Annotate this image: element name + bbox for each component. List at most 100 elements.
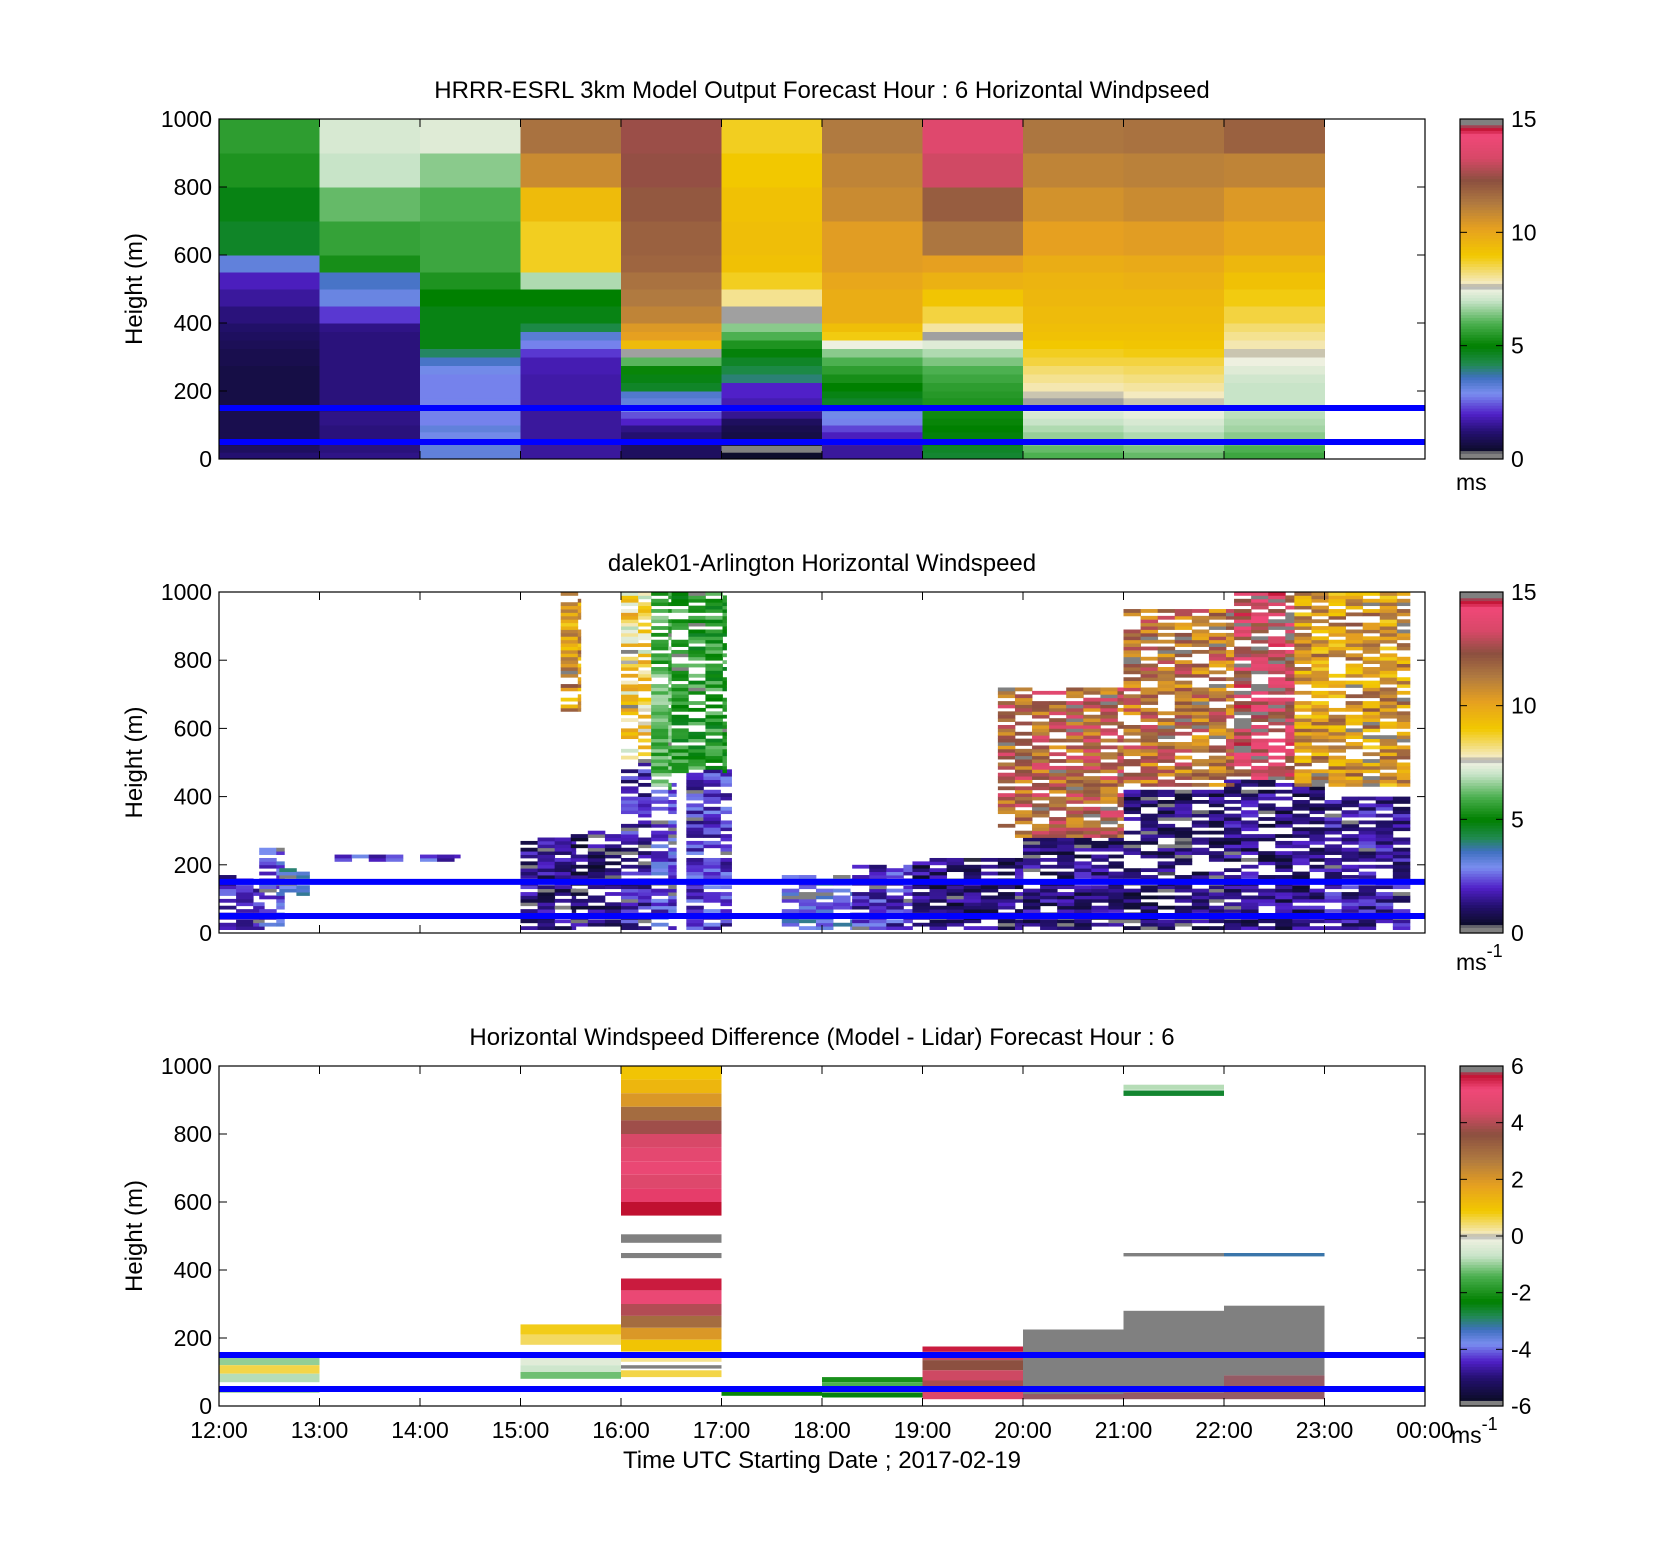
lidar-cell [537, 922, 556, 927]
lidar-cell [1292, 786, 1310, 791]
lidar-cell [1040, 844, 1058, 849]
lidar-cell [1251, 724, 1269, 729]
lidar-cell [1285, 728, 1295, 733]
lidar-cell [1117, 697, 1124, 702]
lidar-profile-8 [651, 782, 677, 930]
lidar-profile-24 [1294, 592, 1411, 787]
heatmap-cell [520, 357, 622, 366]
lidar-cell [651, 697, 669, 702]
lidar-cell [1091, 898, 1109, 903]
colorbar-segment [1460, 1156, 1503, 1161]
lidar-cell [1328, 714, 1347, 719]
lidar-cell [1224, 837, 1242, 842]
lidar-cell [1309, 857, 1325, 862]
y-tick-label: 400 [174, 1257, 212, 1283]
lidar-cell [638, 660, 652, 665]
lidar-cell [1375, 902, 1394, 907]
colorbar-segment [1460, 1309, 1503, 1314]
colorbar-segment [1460, 442, 1503, 446]
lidar-cell [1258, 919, 1276, 924]
heatmap-cell [1023, 382, 1124, 392]
lidar-cell [720, 909, 732, 913]
lidar-cell [1057, 922, 1075, 927]
lidar-cell [651, 639, 669, 644]
heatmap-cell [822, 357, 923, 366]
heatmap-cell [721, 119, 823, 154]
lidar-cell [236, 892, 254, 896]
lidar-cell [1358, 810, 1377, 815]
lidar-cell [1066, 728, 1084, 733]
lidar-cell [1174, 622, 1193, 627]
colorbar-segment [1460, 1182, 1503, 1186]
lidar-cell [1224, 834, 1242, 838]
lidar-cell [1140, 656, 1159, 661]
lidar-cell [1191, 840, 1210, 845]
lidar-cell [1285, 649, 1295, 654]
model-column-9 [1023, 119, 1124, 459]
colorbar-segment [1460, 603, 1503, 607]
lidar-cell [259, 909, 277, 913]
lidar-cell [1123, 779, 1141, 784]
lidar-cell [1208, 769, 1227, 774]
y-tick-label: 0 [199, 446, 212, 472]
lidar-cell [259, 888, 277, 893]
lidar-cell [1049, 759, 1067, 763]
lidar-cell [705, 677, 723, 682]
heatmap-cell [1224, 374, 1325, 383]
lidar-cell [1226, 677, 1235, 682]
lidar-cell [705, 738, 723, 743]
lidar-profile-17 [671, 592, 727, 774]
lidar-cell [720, 772, 732, 777]
lidar-cell [560, 626, 579, 630]
lidar-cell [1358, 796, 1377, 801]
heatmap-cell [219, 272, 320, 290]
lidar-cell [638, 806, 652, 811]
lidar-cell [1083, 721, 1101, 726]
lidar-cell [1392, 837, 1411, 842]
lidar-cell [1174, 789, 1193, 794]
lidar-cell [1123, 636, 1141, 641]
lidar-cell [520, 919, 538, 924]
lidar-cell [1208, 643, 1227, 647]
lidar-cell [1066, 772, 1084, 777]
lidar-cell [686, 786, 704, 791]
lidar-cell [1140, 837, 1159, 842]
heatmap-cell [219, 289, 320, 307]
lidar-cell [638, 820, 652, 825]
lidar-cell [276, 847, 285, 852]
lidar-cell [1285, 731, 1295, 736]
lidar-cell [638, 854, 652, 859]
lidar-cell [1294, 714, 1312, 719]
lidar-cell [946, 857, 965, 862]
lidar-cell [1117, 779, 1124, 784]
lidar-cell [1123, 687, 1141, 692]
lidar-cell [997, 718, 1016, 722]
colorbar-segment [1460, 788, 1503, 792]
lidar-cell [1324, 851, 1342, 855]
lidar-cell [1208, 612, 1227, 617]
colorbar-segment [1460, 736, 1503, 741]
lidar-cell [1023, 844, 1041, 849]
colorbar-segment [1460, 1153, 1503, 1158]
lidar-cell [686, 892, 704, 896]
colorbar-segment [1460, 606, 1503, 610]
lidar-cell [1140, 851, 1159, 855]
lidar-cell [1157, 752, 1176, 757]
lidar-cell [1234, 735, 1252, 740]
lidar-cell [621, 898, 639, 903]
heatmap-cell [219, 411, 320, 419]
lidar-cell [1358, 854, 1377, 859]
lidar-cell [688, 639, 706, 644]
colorbar-segment [1460, 289, 1503, 293]
lidar-cell [1014, 813, 1033, 818]
lidar-cell [1108, 922, 1124, 927]
lidar-cell [1140, 619, 1159, 624]
lidar-cell [1140, 803, 1159, 808]
lidar-cell [1345, 629, 1364, 634]
lidar-profile-23 [1234, 592, 1295, 780]
lidar-cell [1234, 680, 1252, 685]
lidar-cell [852, 922, 870, 927]
colorbar-segment [1460, 1207, 1503, 1212]
lidar-cell [1226, 752, 1235, 757]
colorbar-segment [1460, 1170, 1503, 1175]
